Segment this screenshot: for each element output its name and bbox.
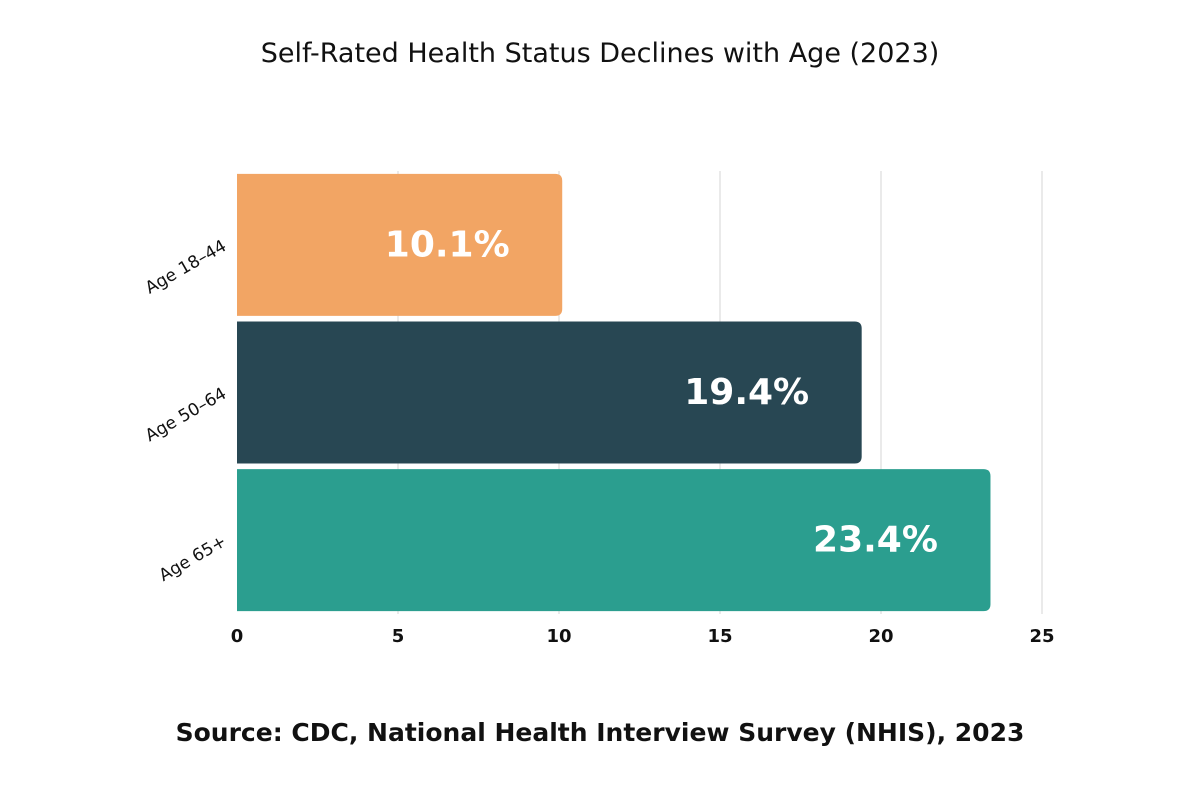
bar-value-label: 19.4% bbox=[684, 372, 809, 413]
x-tick-label: 5 bbox=[392, 626, 405, 647]
y-category-label: Age 18–44 bbox=[142, 236, 230, 298]
bar bbox=[237, 321, 862, 464]
source-note: Source: CDC, National Health Interview S… bbox=[175, 718, 1025, 747]
bar-value-label: 23.4% bbox=[813, 520, 938, 561]
x-tick-label: 20 bbox=[868, 626, 893, 647]
x-tick-label: 10 bbox=[546, 626, 571, 647]
bar-value-label: 10.1% bbox=[385, 224, 510, 265]
bar bbox=[237, 469, 991, 612]
bar bbox=[237, 173, 563, 316]
x-tick-label: 0 bbox=[231, 626, 244, 647]
y-axis-labels: Age 18–44 Age 50–64 Age 65+ bbox=[142, 236, 230, 586]
chart-title: Self-Rated Health Status Declines with A… bbox=[260, 38, 940, 69]
y-category-label: Age 65+ bbox=[156, 532, 230, 586]
x-tick-label: 25 bbox=[1029, 626, 1054, 647]
data-labels: 10.1% 19.4% 23.4% bbox=[385, 224, 938, 560]
x-axis-ticks: 0 5 10 15 20 25 bbox=[231, 626, 1055, 647]
x-tick-label: 15 bbox=[707, 626, 732, 647]
bars bbox=[237, 173, 991, 612]
y-category-label: Age 50–64 bbox=[142, 384, 230, 446]
